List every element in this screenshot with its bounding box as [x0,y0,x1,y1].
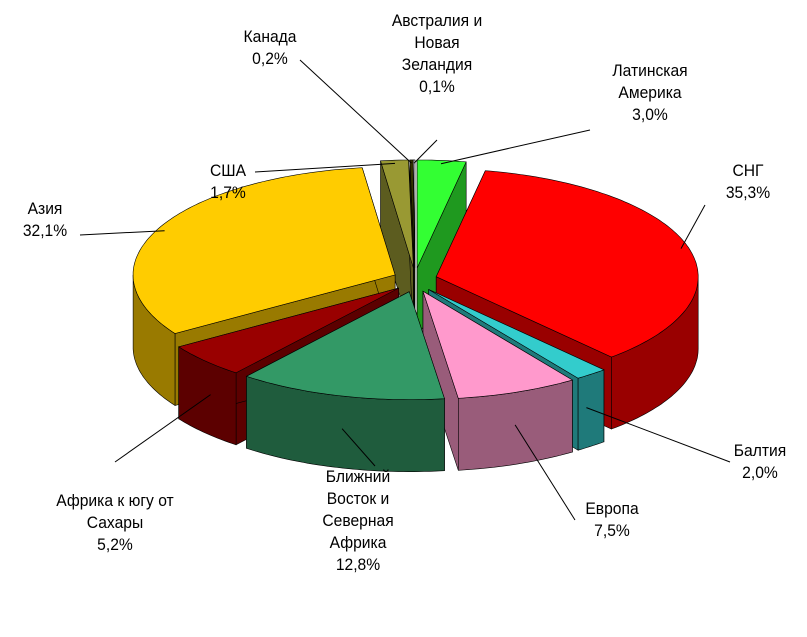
slice-value: 0,1% [419,77,455,96]
slice-label: Ближний Восток и Северная Африка 12,8% [307,466,408,576]
leader-line [514,424,576,521]
slice-value: 5,2% [97,535,133,554]
leader-line [440,129,591,165]
slice [245,291,445,473]
slice-label: Европа 7,5% [575,498,649,542]
slice-name: Австралия и Новая Зеландия [391,11,483,74]
leader-line [413,139,438,164]
slice-label: Балтия 2,0% [723,440,797,484]
leader-line [79,230,165,236]
leader-line [341,428,376,467]
leader-line [254,162,396,173]
slice-top [245,291,445,401]
slice [422,290,574,471]
slice-label: Австралия и Новая Зеландия 0,1% [383,10,492,98]
slice-name: США [209,161,247,180]
slice-top [428,289,605,379]
slice-top [416,159,467,269]
slice-name: СНГ [732,161,764,180]
slice-top [422,290,574,399]
slice-name: Балтия [733,441,787,460]
slice-label: Африка к югу от Сахары 5,2% [32,490,198,556]
slice-name: Африка к югу от Сахары [56,491,174,532]
slice-name: Европа [585,499,639,518]
slice-top [409,159,415,268]
slice-top [435,170,699,358]
leader-line [114,394,211,463]
leader-line [586,407,731,463]
slice-value: 7,5% [594,521,630,540]
leader-line [680,204,706,249]
slice-value: 12,8% [335,555,381,574]
slice-value: 0,2% [252,49,288,68]
slice-top [380,159,414,268]
slice-value: 2,0% [742,463,778,482]
slice-name: Латинская Америка [612,61,688,102]
slice-label: Азия 32,1% [8,198,82,242]
slice-name: Азия [27,199,63,218]
slice-label: СНГ 35,3% [711,160,785,204]
slice-top [177,287,399,374]
slice-value: 35,3% [725,183,771,202]
slice-name: Канада [243,27,297,46]
leader-line [299,59,412,164]
slice-value: 32,1% [22,221,68,240]
slice-side [577,369,605,451]
slice-value: 3,0% [632,105,668,124]
slice-label: Канада 0,2% [229,26,312,70]
slice-label: Латинская Америка 3,0% [595,60,705,126]
slice-name: Ближний Восток и Северная Африка [322,467,394,552]
slice-top [132,167,396,334]
slice-value: 1,7% [210,183,246,202]
slice-label: США 1,7% [196,160,260,204]
